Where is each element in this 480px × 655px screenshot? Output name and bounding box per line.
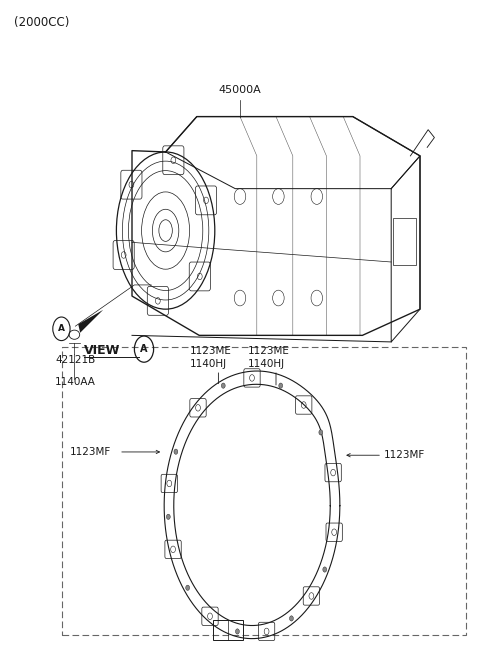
Text: 1123ME: 1123ME (248, 346, 290, 356)
Text: VIEW: VIEW (84, 344, 120, 357)
Text: 45000A: 45000A (218, 85, 262, 95)
Text: 42121B: 42121B (55, 355, 96, 365)
Circle shape (323, 567, 327, 572)
Circle shape (186, 585, 190, 590)
Text: 1140HJ: 1140HJ (248, 359, 285, 369)
Text: (2000CC): (2000CC) (14, 16, 70, 29)
Circle shape (174, 449, 178, 455)
Text: 1123ME: 1123ME (190, 346, 231, 356)
Text: 1123MF: 1123MF (70, 447, 111, 457)
Text: 1123MF: 1123MF (384, 450, 425, 460)
Bar (213, 620, 243, 640)
Circle shape (319, 430, 323, 435)
Text: 1140AA: 1140AA (55, 377, 96, 387)
Text: 1140HJ: 1140HJ (190, 359, 227, 369)
Circle shape (221, 383, 225, 388)
Circle shape (279, 383, 283, 388)
Circle shape (236, 629, 240, 634)
Text: A: A (58, 324, 65, 333)
Polygon shape (78, 310, 103, 333)
Bar (62, 347, 466, 635)
Circle shape (167, 514, 170, 519)
Text: A: A (140, 344, 148, 354)
Circle shape (289, 616, 293, 621)
